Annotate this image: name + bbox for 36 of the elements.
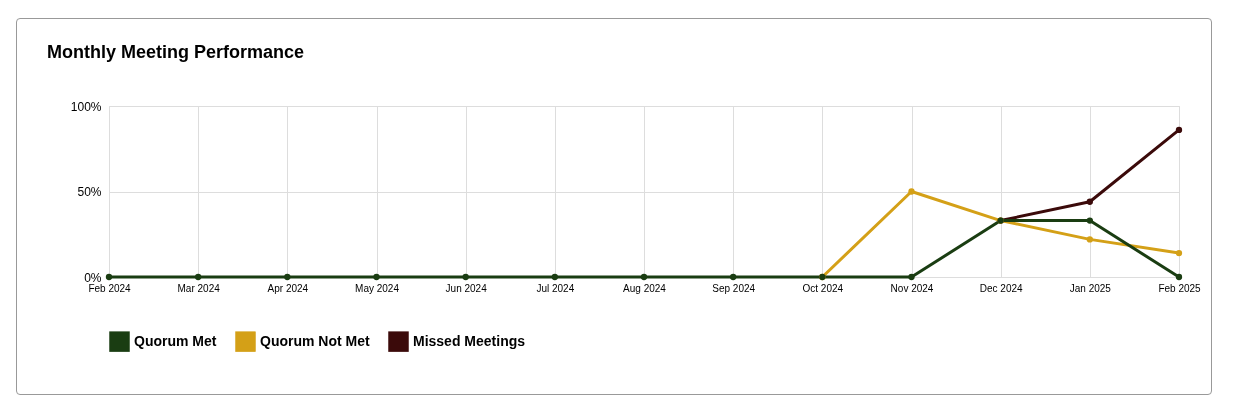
x-tick-label: Feb 2025 xyxy=(1158,282,1202,294)
x-tick-label: Jan 2025 xyxy=(1069,282,1112,294)
x-tick-label: Aug 2024 xyxy=(623,282,667,294)
x-tick-label: Feb 2024 xyxy=(88,282,132,294)
point xyxy=(1086,236,1093,243)
point xyxy=(1175,273,1183,281)
point xyxy=(462,273,469,281)
point xyxy=(551,273,558,281)
x-tick-label: Nov 2024 xyxy=(890,282,934,294)
y-tick-label: 0% xyxy=(84,270,102,285)
x-tick-label: Oct 2024 xyxy=(802,282,844,294)
point xyxy=(373,273,380,281)
point xyxy=(284,273,291,281)
chart-title: Monthly Meeting Performance xyxy=(47,42,305,62)
legend-label: Missed Meetings xyxy=(413,332,526,349)
point xyxy=(640,273,648,281)
point xyxy=(908,188,915,195)
point xyxy=(1175,249,1183,257)
x-tick-label: Dec 2024 xyxy=(979,282,1024,294)
x-tick-label: Jun 2024 xyxy=(445,282,488,294)
y-tick-label: 50% xyxy=(77,185,102,199)
point xyxy=(730,273,737,281)
y-tick-label: 100% xyxy=(70,99,102,114)
x-tick-label: Apr 2024 xyxy=(267,282,309,294)
x-tick-label: May 2024 xyxy=(355,282,400,294)
point xyxy=(195,273,202,281)
point xyxy=(1086,217,1093,224)
x-tick-label: Sep 2024 xyxy=(712,282,756,294)
x-tick-label: Mar 2024 xyxy=(177,282,221,294)
point xyxy=(1175,126,1183,134)
point xyxy=(105,273,113,281)
legend-label: Quorum Met xyxy=(134,332,217,349)
point xyxy=(1086,198,1093,205)
point xyxy=(908,273,915,281)
legend-label: Quorum Not Met xyxy=(260,332,370,349)
x-tick-label: Jul 2024 xyxy=(536,282,575,294)
